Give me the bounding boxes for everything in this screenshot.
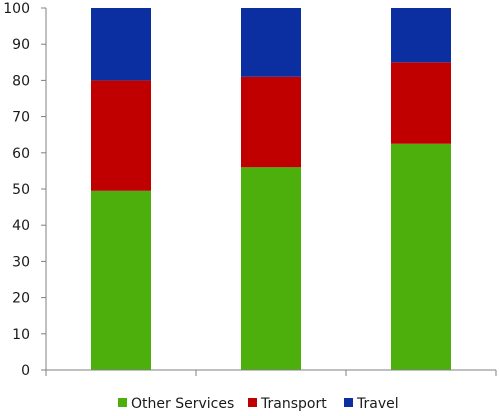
bar-segment-travel <box>91 8 151 81</box>
bar-segment-transport <box>91 80 151 191</box>
y-tick-label: 40 <box>12 218 30 234</box>
bars <box>91 8 451 370</box>
bar-segment-transport <box>241 76 301 168</box>
y-tick-label: 90 <box>12 37 30 53</box>
bar-segment-travel <box>241 8 301 77</box>
legend-label-travel: Travel <box>356 396 399 412</box>
y-tick-label: 30 <box>12 254 30 270</box>
bar-segment-other-services <box>91 190 151 370</box>
y-tick-label: 80 <box>12 73 30 89</box>
legend: Other Services Transport Travel <box>118 396 399 412</box>
bar-segment-other-services <box>391 143 451 370</box>
legend-swatch-travel <box>344 398 353 407</box>
y-tick-label: 100 <box>3 1 30 17</box>
y-tick-label: 50 <box>12 182 30 198</box>
bar-segment-travel <box>391 8 451 63</box>
legend-label-transport: Transport <box>260 396 327 412</box>
x-axis <box>45 369 497 376</box>
y-tick-label: 0 <box>21 363 30 379</box>
legend-swatch-other-services <box>118 398 127 407</box>
legend-label-other-services: Other Services <box>131 396 234 412</box>
legend-swatch-transport <box>248 398 257 407</box>
bar-segment-transport <box>391 62 451 144</box>
bar-segment-other-services <box>241 167 301 370</box>
y-tick-label: 70 <box>12 110 30 126</box>
y-tick-label: 10 <box>12 327 30 343</box>
y-tick-label: 60 <box>12 146 30 162</box>
y-axis: 0 10 20 30 40 50 60 70 80 90 100 <box>3 1 47 379</box>
y-tick-label: 20 <box>12 291 30 307</box>
